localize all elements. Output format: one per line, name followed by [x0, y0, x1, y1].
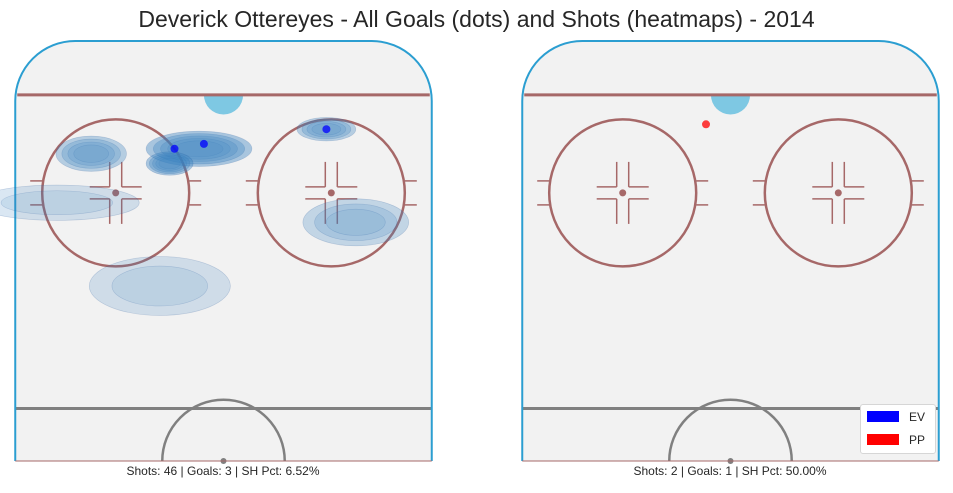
legend-swatch-pp	[867, 434, 899, 445]
faceoff-ring	[40, 118, 191, 268]
legend-label-ev: EV	[909, 410, 926, 424]
right-panel-caption: Shots: 2 | Goals: 1 | SH Pct: 50.00%	[633, 464, 827, 478]
goal-crease	[710, 94, 751, 115]
left-panel-caption: Shots: 46 | Goals: 3 | SH Pct: 6.52%	[126, 464, 320, 478]
faceoff-dot	[112, 189, 120, 197]
heat-contour	[0, 184, 140, 221]
legend: EV PP	[860, 404, 936, 454]
heat-contour	[152, 154, 188, 173]
heat-contour	[326, 208, 386, 236]
heat-contour	[152, 133, 246, 165]
faceoff-circle-right	[245, 118, 417, 268]
faceoff-dot	[834, 189, 842, 197]
left-rink	[0, 40, 433, 464]
legend-swatch-ev	[867, 411, 899, 422]
goal-dot-1	[170, 144, 179, 153]
heat-contour	[158, 157, 181, 170]
goal-dot-2	[322, 125, 331, 134]
heat-contour	[302, 198, 410, 247]
goal-dot-1	[702, 120, 710, 129]
heat-contour	[314, 203, 398, 241]
center-circle	[668, 398, 793, 462]
faceoff-ring	[256, 118, 407, 268]
center-circle	[161, 398, 286, 462]
heat-contour	[67, 141, 115, 166]
heat-contour	[148, 153, 191, 174]
chart-title: Deverick Ottereyes - All Goals (dots) an…	[138, 6, 815, 32]
faceoff-ring	[547, 118, 698, 268]
heat-contour	[61, 138, 121, 169]
ice-surface	[522, 41, 939, 461]
faceoff-dot	[327, 189, 335, 197]
faceoff-dot	[619, 189, 627, 197]
faceoff-circle-right	[752, 118, 924, 268]
right-rink	[521, 40, 940, 464]
heat-contour	[0, 190, 114, 215]
heat-contour	[160, 135, 238, 162]
heat-contour	[167, 138, 231, 160]
ice-surface	[15, 41, 432, 461]
heat-contour	[145, 151, 194, 176]
faceoff-circle-left	[537, 118, 709, 268]
heat-contour	[55, 135, 127, 172]
goal-dot-3	[199, 139, 208, 148]
boards	[14, 40, 433, 461]
goal-crease	[203, 94, 244, 115]
heat-contour	[155, 156, 184, 171]
shot-heatmap	[0, 117, 410, 316]
boards	[521, 40, 940, 461]
faceoff-circle-left	[30, 118, 202, 268]
legend-label-pp: PP	[909, 433, 926, 447]
heat-contour	[111, 265, 208, 307]
heat-contour	[145, 130, 253, 167]
faceoff-ring	[763, 118, 914, 268]
heat-contour	[73, 144, 109, 163]
heat-contour	[88, 256, 231, 316]
